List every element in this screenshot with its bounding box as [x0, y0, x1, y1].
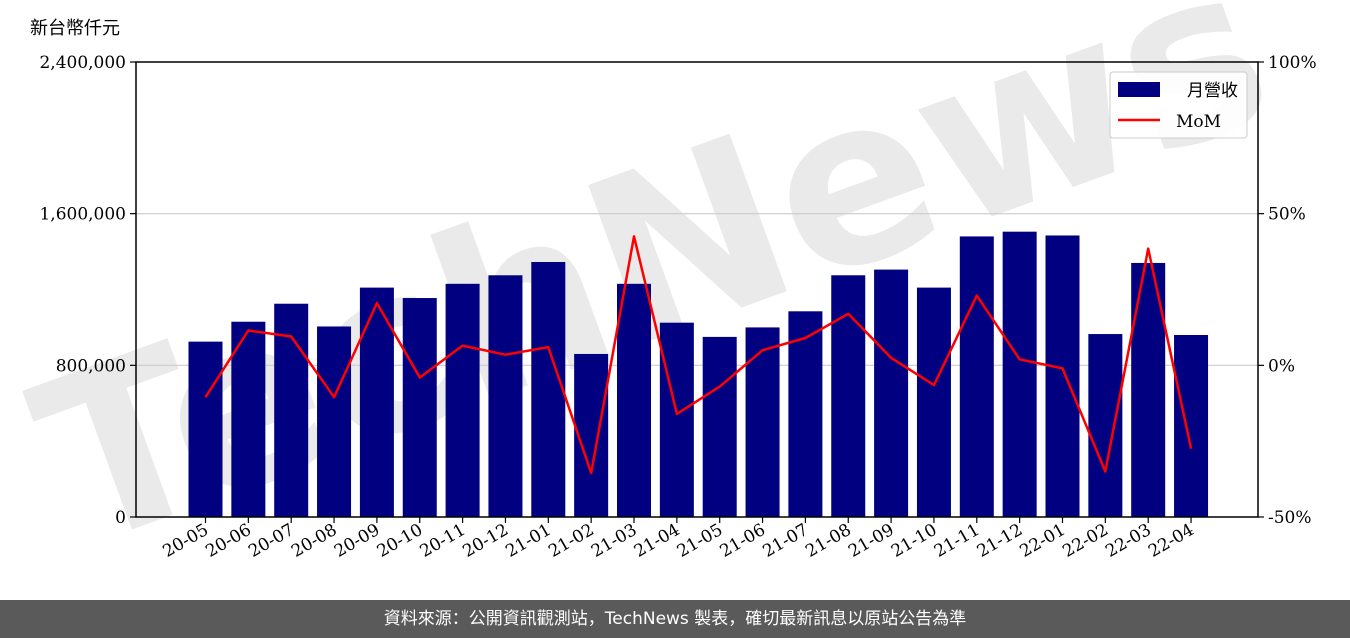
source-footer: 資料來源：公開資訊觀測站，TechNews 製表，確切最新訊息以原站公告為準	[0, 600, 1350, 638]
legend-label-bars: 月營收	[1187, 81, 1238, 101]
bar-series	[188, 231, 1209, 518]
bar-21-04	[659, 322, 694, 517]
bar-21-02	[574, 353, 609, 517]
left-tick-label: 0	[115, 508, 126, 528]
x-tick-label: 21-01	[502, 520, 554, 562]
bar-21-07	[788, 311, 823, 517]
x-tick-label: 20-09	[331, 520, 383, 562]
x-tick-label: 21-06	[717, 520, 769, 562]
bar-20-05	[188, 341, 223, 517]
x-tick-label: 22-02	[1059, 520, 1111, 562]
left-tick-label: 800,000	[56, 356, 126, 376]
x-tick-label: 20-11	[417, 520, 469, 562]
x-tick-label: 21-10	[888, 520, 940, 562]
bar-22-01	[1045, 235, 1080, 517]
bar-20-07	[274, 303, 309, 517]
x-tick-label: 21-11	[931, 520, 983, 562]
mom-line-series	[204, 235, 1193, 475]
y-axis-unit-label: 新台幣仟元	[30, 18, 120, 39]
bar-20-06	[231, 321, 266, 517]
bar-21-01	[531, 262, 566, 517]
mom-line	[204, 235, 1193, 475]
bar-22-04	[1174, 335, 1209, 517]
bar-21-12	[1002, 231, 1037, 518]
bar-21-06	[745, 327, 780, 517]
x-tick-label: 21-03	[588, 520, 640, 562]
x-tick-label: 22-03	[1102, 520, 1154, 562]
revenue-chart: TechNews 0800,0001,600,0002,400,000-50%0…	[6, 0, 1317, 600]
bar-21-09	[874, 269, 909, 517]
x-tick-label: 21-08	[802, 520, 854, 562]
legend: 月營收 MoM	[1109, 71, 1248, 139]
bar-20-12	[488, 275, 523, 517]
x-tick-label: 20-10	[374, 520, 426, 562]
bar-21-08	[831, 275, 866, 517]
legend-swatch-bars	[1118, 82, 1160, 97]
x-tick-label: 20-12	[460, 520, 512, 562]
bar-20-11	[445, 283, 480, 517]
right-tick-label: 0%	[1268, 356, 1295, 376]
x-tick-label: 22-04	[1145, 520, 1197, 562]
bar-20-08	[317, 326, 352, 517]
bar-22-02	[1088, 334, 1123, 517]
x-tick-label: 21-04	[631, 520, 683, 562]
bar-21-05	[702, 336, 737, 517]
x-tick-label: 22-01	[1017, 520, 1069, 562]
right-tick-label: -50%	[1268, 508, 1312, 528]
plot-frame	[135, 61, 1259, 518]
x-tick-label: 21-12	[974, 520, 1026, 562]
bar-21-10	[916, 287, 951, 517]
legend-label-line: MoM	[1176, 112, 1221, 132]
x-tick-label: 21-02	[545, 520, 597, 562]
left-tick-label: 2,400,000	[39, 53, 126, 73]
right-tick-label: 50%	[1268, 205, 1306, 225]
right-tick-label: 100%	[1268, 53, 1317, 73]
x-tick-label: 21-07	[759, 520, 811, 562]
bar-20-10	[402, 298, 437, 517]
bar-21-11	[959, 236, 994, 517]
x-tick-label: 21-05	[674, 520, 726, 562]
left-tick-label: 1,600,000	[39, 205, 126, 225]
x-tick-label: 21-09	[845, 520, 897, 562]
bar-21-03	[617, 283, 651, 517]
